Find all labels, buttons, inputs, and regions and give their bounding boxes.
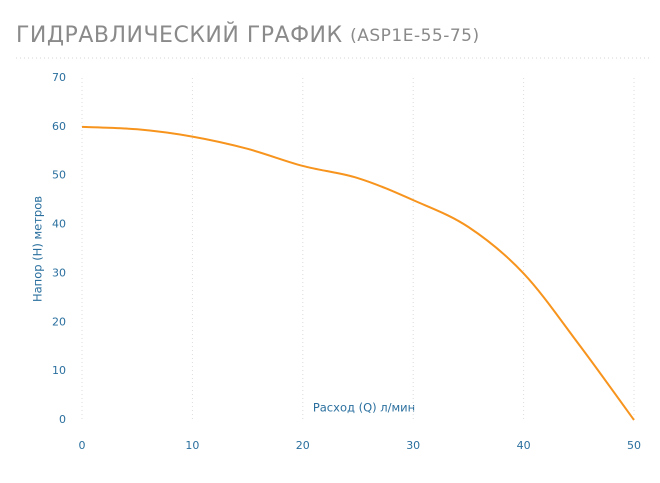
x-axis-label: Расход (Q) л/мин (313, 401, 415, 415)
y-tick-label: 10 (52, 364, 66, 377)
x-tick-label: 40 (517, 439, 531, 452)
y-tick-label: 20 (52, 315, 66, 328)
x-tick-label: 20 (296, 439, 310, 452)
x-tick-label: 50 (627, 439, 641, 452)
y-tick-label: 60 (52, 120, 66, 133)
data-line (81, 125, 635, 421)
subtitle-text: (ASP1E-55-75) (350, 26, 480, 46)
y-axis-label: Напор (H) метров (31, 196, 45, 302)
y-tick-label: 50 (52, 169, 66, 182)
chart-title: ГИДРАВЛИЧЕСКИЙ ГРАФИК (ASP1E-55-75) (16, 22, 480, 48)
x-tick-label: 10 (185, 439, 199, 452)
y-tick-label: 40 (52, 218, 66, 231)
x-tick-label: 0 (79, 439, 86, 452)
title-text: ГИДРАВЛИЧЕСКИЙ ГРАФИК (16, 22, 343, 48)
y-tick-label: 30 (52, 266, 66, 279)
y-tick-label: 0 (59, 413, 66, 426)
y-tick-label: 70 (52, 71, 66, 84)
x-tick-label: 30 (406, 439, 420, 452)
